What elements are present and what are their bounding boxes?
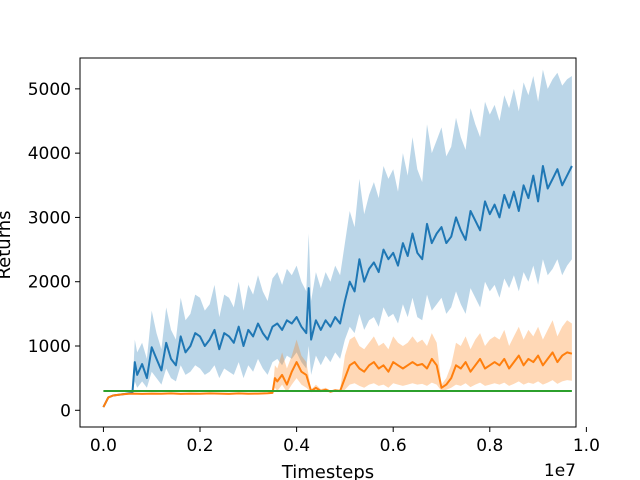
series-2-line	[102, 351, 573, 408]
plot-frame	[79, 57, 577, 428]
confidence-bands	[103, 69, 572, 408]
y-tick-label: 2000	[28, 273, 71, 293]
x-tick-label: 1.0	[573, 436, 600, 456]
x-axis-label: Timesteps	[281, 462, 374, 480]
plot-area-border	[79, 57, 577, 428]
y-axis-label: Returns	[0, 210, 15, 279]
y-tick-label: 4000	[28, 144, 71, 164]
x-tick-label: 0.6	[380, 436, 407, 456]
x-tick-label: 0.4	[283, 436, 310, 456]
y-tick-label: 1000	[28, 337, 71, 357]
x-axis-ticks: 0.0 0.2 0.4 0.6 0.8 1.0	[90, 427, 600, 456]
y-tick-label: 0	[60, 401, 71, 421]
y-tick-label: 3000	[28, 208, 71, 228]
series-1-line	[102, 165, 573, 408]
x-tick-label: 0.2	[186, 436, 213, 456]
y-axis-ticks: 0 1000 2000 3000 4000 5000	[28, 80, 80, 421]
y-tick-label: 5000	[28, 80, 71, 100]
x-tick-label: 0.8	[476, 436, 503, 456]
series-1-band	[103, 69, 572, 408]
series-lines	[102, 165, 573, 408]
x-tick-label: 0.0	[90, 436, 117, 456]
x-axis-offset-label: 1e7	[544, 461, 576, 480]
